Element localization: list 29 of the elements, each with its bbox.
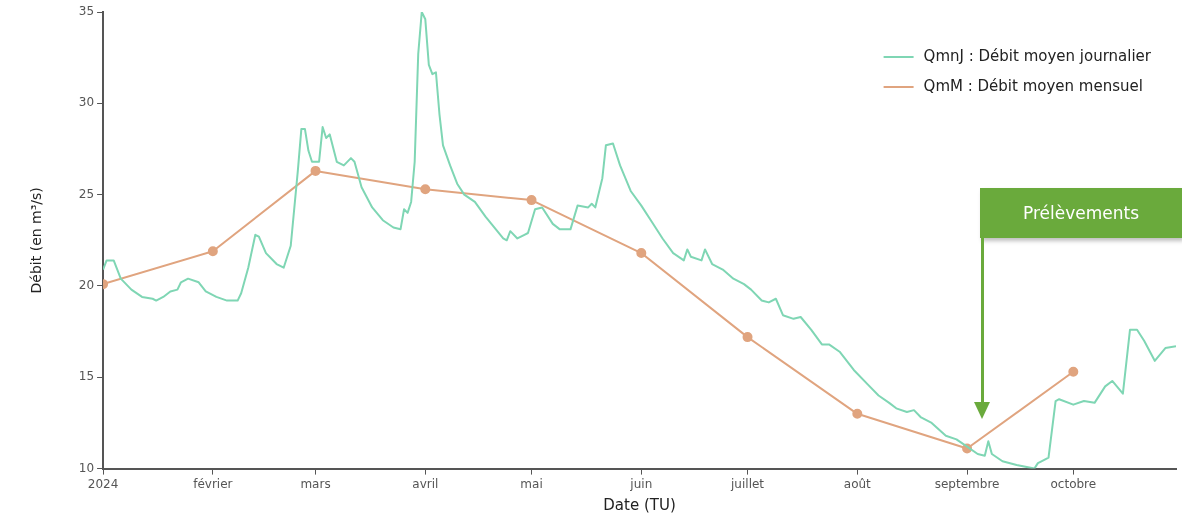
x-tick-label: juin bbox=[629, 476, 653, 491]
x-axis-title: Date (TU) bbox=[603, 495, 676, 514]
x-tick-label: 2024 bbox=[87, 476, 119, 491]
x-tick-label: février bbox=[193, 476, 233, 491]
x-tick-label: mai bbox=[520, 476, 543, 491]
point bbox=[420, 184, 431, 195]
point bbox=[207, 246, 218, 257]
point bbox=[852, 408, 863, 419]
y-tick-label: 20 bbox=[78, 278, 95, 293]
x-tick-label: mars bbox=[300, 476, 331, 491]
y-tick-label: 10 bbox=[78, 460, 95, 475]
y-tick-label: 25 bbox=[78, 186, 95, 201]
point bbox=[636, 248, 647, 259]
y-tick-label: 15 bbox=[78, 369, 95, 384]
point bbox=[310, 165, 321, 176]
callout-box: Prélèvements bbox=[980, 188, 1182, 238]
point bbox=[742, 332, 753, 343]
y-axis-title: Débit (en m³/s) bbox=[28, 187, 45, 294]
y-tick-label: 35 bbox=[78, 4, 95, 19]
x-tick-label: octobre bbox=[1050, 476, 1097, 491]
point bbox=[1068, 366, 1079, 377]
x-tick-label: avril bbox=[412, 476, 439, 491]
x-tick-label: septembre bbox=[934, 476, 1000, 491]
x-tick-label: août bbox=[843, 476, 872, 491]
legend-label: QmnJ : Débit moyen journalier bbox=[923, 46, 1152, 65]
y-tick-label: 30 bbox=[78, 95, 95, 110]
legend-label: QmM : Débit moyen mensuel bbox=[923, 76, 1143, 95]
x-tick-label: juillet bbox=[730, 476, 765, 491]
point bbox=[526, 195, 537, 206]
